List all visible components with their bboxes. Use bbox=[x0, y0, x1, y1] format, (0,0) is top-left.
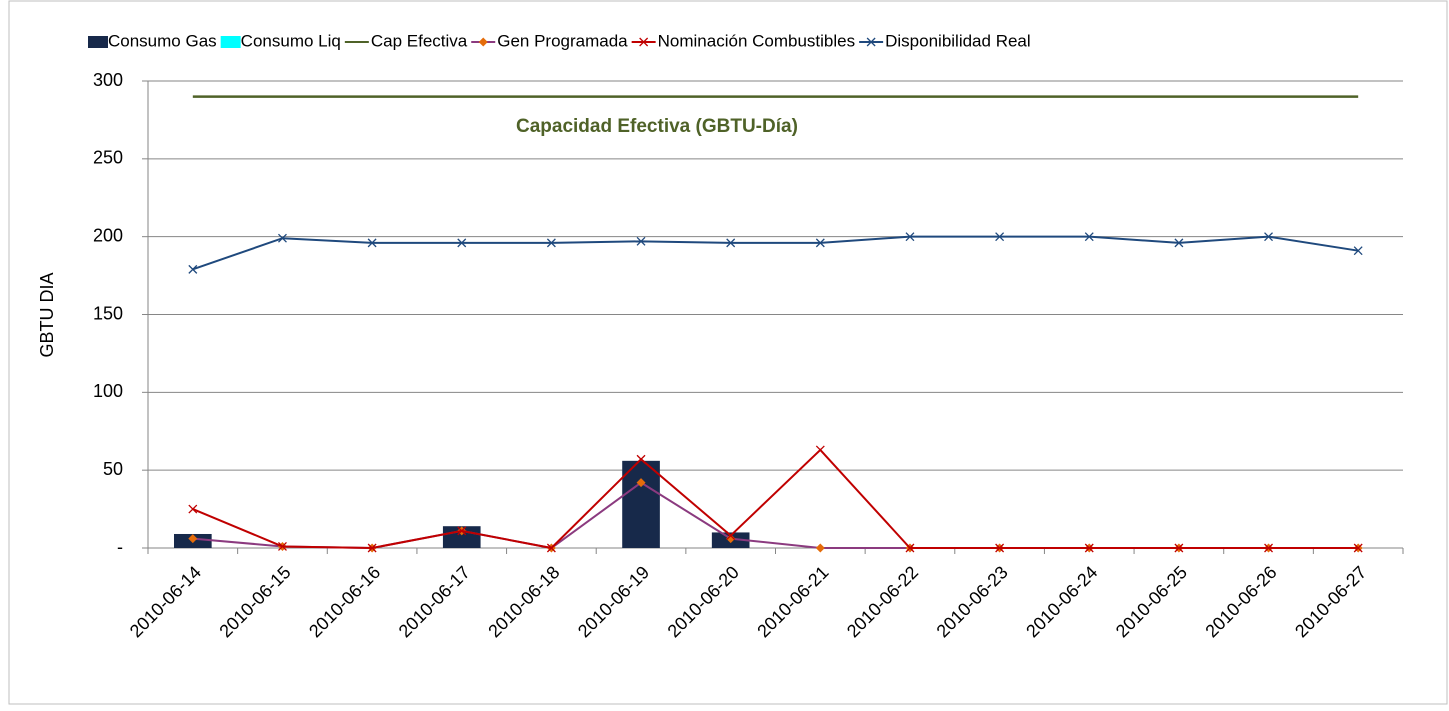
y-tick-label: 300 bbox=[93, 70, 123, 90]
x-tick-label: 2010-06-16 bbox=[305, 562, 384, 641]
point bbox=[815, 238, 825, 248]
line bbox=[192, 448, 1359, 550]
point bbox=[278, 233, 287, 243]
legend-label: Cap Efectiva bbox=[371, 31, 468, 50]
point bbox=[636, 236, 646, 246]
point bbox=[995, 232, 1005, 242]
x-tick-label: 2010-06-18 bbox=[484, 562, 563, 641]
legend-label: Nominación Combustibles bbox=[658, 31, 855, 50]
legend-label: Consumo Gas bbox=[108, 31, 217, 50]
x-tick-label: 2010-06-26 bbox=[1201, 562, 1280, 641]
x-tick-label: 2010-06-24 bbox=[1022, 562, 1101, 641]
legend-label: Consumo Liq bbox=[241, 31, 341, 50]
point bbox=[1174, 238, 1184, 248]
point bbox=[1353, 246, 1363, 256]
x-tick-label: 2010-06-19 bbox=[574, 562, 653, 641]
x-tick-label: 2010-06-27 bbox=[1291, 562, 1370, 641]
legend-swatch bbox=[220, 36, 241, 48]
y-tick-label: 100 bbox=[93, 381, 123, 401]
x-tick-label: 2010-06-17 bbox=[395, 562, 474, 641]
point bbox=[1353, 543, 1363, 553]
x-tick-label: 2010-06-20 bbox=[664, 562, 743, 641]
point bbox=[905, 232, 915, 242]
point bbox=[546, 238, 556, 248]
x-tick-label: 2010-06-14 bbox=[126, 562, 205, 641]
point bbox=[278, 541, 287, 551]
x-tick-label: 2010-06-22 bbox=[843, 562, 922, 641]
line bbox=[192, 235, 1359, 271]
x-tick-label: 2010-06-23 bbox=[933, 562, 1012, 641]
point bbox=[188, 504, 198, 514]
y-tick-label: 150 bbox=[93, 303, 123, 323]
y-tick-label: 250 bbox=[93, 148, 123, 168]
point bbox=[188, 534, 198, 544]
point bbox=[726, 238, 736, 248]
y-tick-label: - bbox=[117, 537, 123, 557]
point bbox=[367, 238, 377, 248]
point bbox=[546, 543, 556, 553]
legend-marker bbox=[478, 37, 488, 47]
point bbox=[457, 238, 467, 248]
legend-marker bbox=[866, 37, 876, 47]
annotation: Capacidad Efectiva (GBTU-Día) bbox=[516, 116, 798, 137]
y-axis-label: GBTU DIA bbox=[37, 272, 57, 357]
bar bbox=[622, 460, 660, 548]
x-tick-label: 2010-06-25 bbox=[1112, 562, 1191, 641]
y-tick-label: 200 bbox=[93, 225, 123, 245]
y-tick-label: 50 bbox=[103, 459, 123, 479]
point bbox=[726, 534, 736, 544]
legend-label: Disponibilidad Real bbox=[885, 31, 1031, 50]
point bbox=[726, 531, 736, 541]
point bbox=[367, 543, 377, 553]
x-tick-label: 2010-06-21 bbox=[753, 562, 832, 641]
x-tick-label: 2010-06-15 bbox=[215, 562, 294, 641]
point bbox=[1264, 232, 1273, 242]
point bbox=[1174, 543, 1184, 553]
point bbox=[188, 264, 198, 274]
point bbox=[815, 543, 825, 553]
bar bbox=[442, 526, 481, 548]
legend-swatch bbox=[88, 36, 108, 48]
point bbox=[1084, 543, 1094, 553]
point bbox=[905, 543, 915, 553]
legend-marker bbox=[639, 37, 649, 47]
point bbox=[457, 526, 467, 536]
point bbox=[636, 478, 646, 488]
legend-label: Gen Programada bbox=[497, 31, 628, 50]
point bbox=[995, 543, 1005, 553]
chart-frame bbox=[8, 0, 1448, 705]
point bbox=[1264, 543, 1273, 553]
point bbox=[815, 445, 825, 455]
point bbox=[1084, 232, 1094, 242]
point bbox=[636, 454, 646, 464]
